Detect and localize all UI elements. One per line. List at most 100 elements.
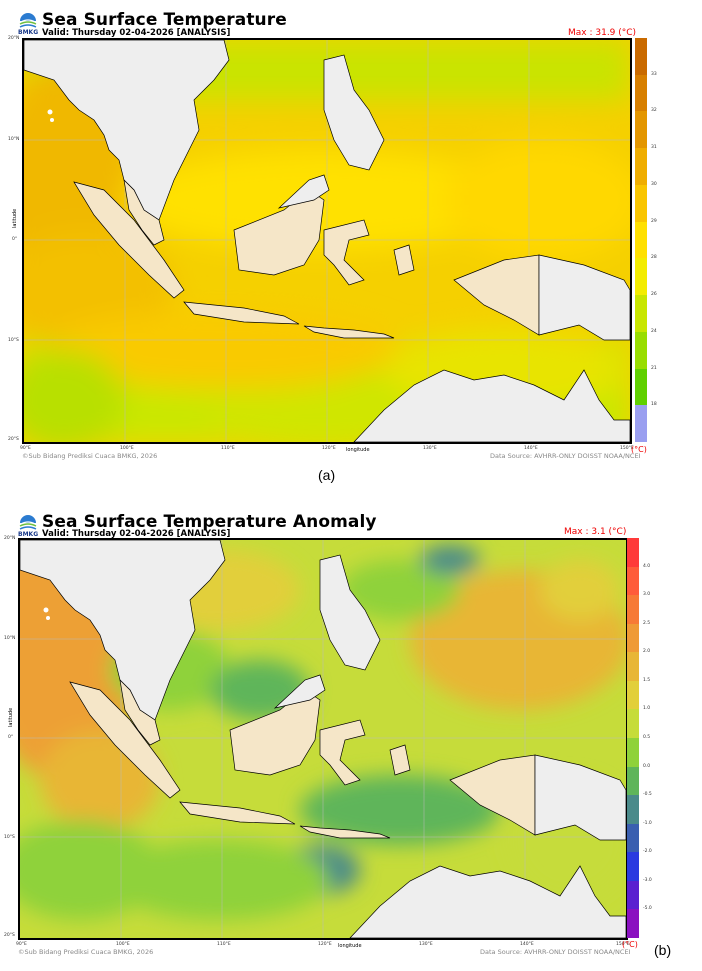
colorbar-tick-label: 0.5 bbox=[643, 735, 651, 740]
colorbar-segment bbox=[635, 111, 647, 149]
colorbar-segment bbox=[635, 405, 647, 443]
colorbar-segment bbox=[635, 295, 647, 333]
data-source-text: Data Source: AVHRR-ONLY DOISST NOAA/NCEI bbox=[480, 948, 631, 956]
colorbar-tick-label: 32 bbox=[651, 108, 657, 114]
colorbar-tick-label: 0.0 bbox=[643, 763, 651, 769]
lat-label: 10°N bbox=[4, 636, 16, 641]
colorbar-segment bbox=[627, 823, 639, 853]
colorbar-tick-label: 28 bbox=[651, 255, 657, 261]
java bbox=[183, 301, 300, 325]
philippines bbox=[323, 54, 385, 171]
colorbar-segment bbox=[627, 652, 639, 682]
colorbar-tick-label: 18 bbox=[651, 402, 657, 408]
lat-label: 20°S bbox=[4, 933, 15, 938]
colorbar-tick-label: -2.0 bbox=[643, 849, 652, 855]
bmkg-logo-icon bbox=[19, 515, 37, 530]
sumatra bbox=[69, 681, 181, 799]
colorbar-segment bbox=[635, 148, 647, 186]
map-title: Sea Surface Temperature bbox=[42, 10, 287, 30]
lon-label: 110°E bbox=[221, 446, 235, 451]
malay-peninsula bbox=[123, 178, 165, 246]
map-subtitle: Valid: Thursday 02-04-2026 [ANALYSIS] bbox=[42, 529, 231, 539]
map-subtitle: Valid: Thursday 02-04-2026 [ANALYSIS] bbox=[42, 28, 231, 38]
map-title: Sea Surface Temperature Anomaly bbox=[42, 512, 377, 532]
colorbar-tick-label: 2.5 bbox=[643, 620, 651, 626]
colorbar-segment bbox=[635, 38, 647, 76]
lon-label: 140°E bbox=[520, 942, 534, 947]
y-axis-label: latitude bbox=[12, 208, 18, 228]
colorbar-tick-label: 1.5 bbox=[643, 677, 651, 683]
colorbar-segment bbox=[627, 795, 639, 825]
lat-label: 20°N bbox=[4, 536, 16, 541]
colorbar-tick-label: -1.0 bbox=[643, 820, 652, 826]
lon-label: 110°E bbox=[217, 942, 231, 947]
credit-text: ©Sub Bidang Prediksi Cuaca BMKG, 2026 bbox=[18, 948, 154, 956]
ssta-map bbox=[18, 538, 628, 940]
max-value-label: Max : 3.1 (°C) bbox=[564, 527, 627, 537]
colorbar-segment bbox=[635, 258, 647, 296]
australia bbox=[349, 865, 626, 938]
maluku bbox=[389, 744, 411, 776]
nusa-tenggara bbox=[299, 825, 391, 839]
lat-label: 10°N bbox=[8, 137, 20, 142]
unit-label: (°C) bbox=[622, 940, 638, 949]
logo-text: BMKG bbox=[18, 531, 39, 538]
unit-label: (°C) bbox=[631, 445, 647, 454]
colorbar-tick-label: 3.0 bbox=[643, 592, 651, 598]
colorbar-tick-label: 4.0 bbox=[643, 563, 651, 569]
sulawesi bbox=[323, 219, 370, 286]
colorbar-segment bbox=[635, 368, 647, 406]
colorbar-segment bbox=[627, 566, 639, 596]
colorbar-tick-label: 24 bbox=[651, 328, 657, 334]
colorbar-segment bbox=[627, 852, 639, 882]
lon-label: 100°E bbox=[120, 446, 134, 451]
colorbar-segment bbox=[635, 221, 647, 259]
colorbar-segment bbox=[627, 909, 639, 939]
x-axis-label: longitude bbox=[346, 447, 370, 453]
data-source-text: Data Source: AVHRR-ONLY DOISST NOAA/NCEI bbox=[490, 452, 641, 460]
lon-label: 120°E bbox=[322, 446, 336, 451]
lat-label: 10°S bbox=[4, 835, 15, 840]
java bbox=[179, 801, 296, 825]
sumatra bbox=[73, 181, 185, 299]
lat-label: 10°S bbox=[8, 338, 19, 343]
maluku bbox=[393, 244, 415, 276]
lon-label: 130°E bbox=[419, 942, 433, 947]
colorbar-segment bbox=[627, 709, 639, 739]
philippines bbox=[319, 554, 381, 671]
logo-text: BMKG bbox=[18, 29, 39, 36]
lat-label: 20°N bbox=[8, 36, 20, 41]
colorbar-tick-label: 33 bbox=[651, 71, 657, 77]
colorbar-segment bbox=[627, 538, 639, 568]
colorbar-tick-label: 26 bbox=[651, 292, 657, 298]
sulawesi bbox=[319, 719, 366, 786]
colorbar-tick-label: -5.0 bbox=[643, 906, 652, 912]
australia bbox=[353, 369, 630, 442]
lon-label: 100°E bbox=[116, 942, 130, 947]
lon-label: 90°E bbox=[20, 446, 31, 451]
borneo-north bbox=[273, 674, 326, 709]
colorbar-segment bbox=[627, 623, 639, 653]
colorbar-segment bbox=[627, 595, 639, 625]
colorbar-segment bbox=[627, 738, 639, 768]
colorbar-tick-label: 29 bbox=[651, 218, 657, 224]
credit-text: ©Sub Bidang Prediksi Cuaca BMKG, 2026 bbox=[22, 452, 158, 460]
sst-panel: BMKG Sea Surface Temperature Valid: Thur… bbox=[8, 10, 657, 483]
colorbar-segment bbox=[635, 74, 647, 112]
colorbar-tick-label: 1.0 bbox=[643, 706, 651, 712]
colorbar-segment bbox=[627, 880, 639, 910]
lon-label: 150°E bbox=[616, 942, 630, 947]
colorbar-tick-label: -3.0 bbox=[643, 877, 652, 883]
borneo-north bbox=[277, 174, 330, 209]
y-axis-label: latitude bbox=[8, 707, 14, 727]
lon-label: 90°E bbox=[16, 942, 27, 947]
max-value-label: Max : 31.9 (°C) bbox=[568, 28, 637, 38]
colorbar-tick-label: 2.0 bbox=[643, 649, 651, 655]
colorbar-segment bbox=[627, 766, 639, 796]
bmkg-logo-icon bbox=[19, 13, 37, 28]
lon-label: 140°E bbox=[524, 446, 538, 451]
figure-caption: (b) bbox=[654, 942, 672, 958]
ssta-panel: BMKG Sea Surface Temperature Anomaly Val… bbox=[0, 505, 702, 971]
colorbar-tick-label: 30 bbox=[651, 181, 657, 187]
colorbar-tick-label: 21 bbox=[651, 365, 657, 371]
